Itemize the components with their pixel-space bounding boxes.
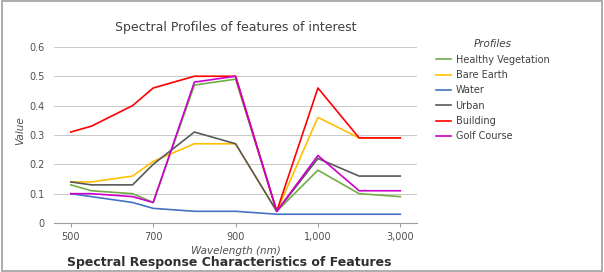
Building <box>356 136 363 140</box>
Bare Earth <box>88 180 95 184</box>
Bare Earth <box>150 160 157 163</box>
Building <box>397 136 404 140</box>
Healthy Vegetation <box>232 78 239 81</box>
Building <box>150 86 157 89</box>
Bare Earth <box>67 180 74 184</box>
Urban <box>273 210 280 213</box>
Urban <box>88 183 95 187</box>
Urban <box>356 174 363 178</box>
Healthy Vegetation <box>129 192 137 195</box>
Healthy Vegetation <box>314 169 321 172</box>
Golf Course <box>397 189 404 192</box>
Golf Course <box>67 192 74 195</box>
Healthy Vegetation <box>88 189 95 192</box>
Golf Course <box>232 75 239 78</box>
Urban <box>232 142 239 146</box>
Urban <box>397 174 404 178</box>
Line: Bare Earth: Bare Earth <box>71 117 400 211</box>
Healthy Vegetation <box>150 201 157 204</box>
Urban <box>129 183 137 187</box>
Water <box>88 195 95 198</box>
Water <box>129 201 137 204</box>
Healthy Vegetation <box>273 210 280 213</box>
Building <box>129 104 137 107</box>
Healthy Vegetation <box>67 183 74 187</box>
X-axis label: Wavelength (nm): Wavelength (nm) <box>191 246 280 256</box>
Water <box>397 213 404 216</box>
Text: Spectral Response Characteristics of Features: Spectral Response Characteristics of Fea… <box>67 256 392 269</box>
Building <box>232 75 239 78</box>
Line: Healthy Vegetation: Healthy Vegetation <box>71 79 400 211</box>
Golf Course <box>191 81 198 84</box>
Bare Earth <box>397 136 404 140</box>
Building <box>67 130 74 134</box>
Golf Course <box>356 189 363 192</box>
Urban <box>150 163 157 166</box>
Water <box>67 192 74 195</box>
Building <box>314 86 321 89</box>
Water <box>191 210 198 213</box>
Golf Course <box>314 154 321 157</box>
Urban <box>191 130 198 134</box>
Line: Urban: Urban <box>71 132 400 211</box>
Healthy Vegetation <box>356 192 363 195</box>
Healthy Vegetation <box>397 195 404 198</box>
Bare Earth <box>314 116 321 119</box>
Line: Building: Building <box>71 76 400 211</box>
Golf Course <box>150 201 157 204</box>
Legend: Healthy Vegetation, Bare Earth, Water, Urban, Building, Golf Course: Healthy Vegetation, Bare Earth, Water, U… <box>436 39 549 141</box>
Golf Course <box>129 195 137 198</box>
Bare Earth <box>273 210 280 213</box>
Line: Water: Water <box>71 194 400 214</box>
Urban <box>314 157 321 160</box>
Urban <box>67 180 74 184</box>
Building <box>191 75 198 78</box>
Title: Spectral Profiles of features of interest: Spectral Profiles of features of interes… <box>115 21 356 34</box>
Water <box>273 213 280 216</box>
Line: Golf Course: Golf Course <box>71 76 400 211</box>
Water <box>232 210 239 213</box>
Bare Earth <box>356 136 363 140</box>
Healthy Vegetation <box>191 84 198 87</box>
Golf Course <box>273 210 280 213</box>
Water <box>150 207 157 210</box>
Bare Earth <box>129 174 137 178</box>
Y-axis label: Value: Value <box>15 116 25 145</box>
Bare Earth <box>232 142 239 146</box>
Water <box>314 213 321 216</box>
Building <box>88 125 95 128</box>
Golf Course <box>88 192 95 195</box>
Water <box>356 213 363 216</box>
Bare Earth <box>191 142 198 146</box>
Building <box>273 210 280 213</box>
